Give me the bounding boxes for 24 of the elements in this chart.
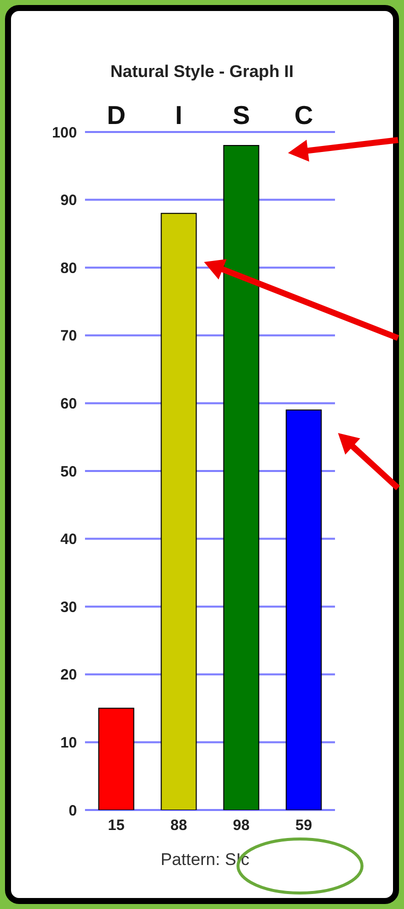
y-tick-label: 30 [60,598,77,616]
bar [223,145,260,810]
y-tick-label: 40 [60,531,77,548]
x-tick-label: S [232,100,250,130]
bar [98,708,134,810]
y-tick-label: 90 [60,192,77,210]
chart-title: Natural Style - Graph II [109,62,295,82]
y-tick-label: 100 [52,124,77,142]
y-tick-label: 60 [60,396,77,413]
y-tick-label: 70 [60,328,77,345]
bar [286,409,322,810]
bar [160,212,197,810]
data-label: 15 [108,817,125,834]
x-tick-label: D [106,100,126,130]
y-tick-label: 80 [60,260,77,277]
x-tick-label: C [294,100,314,130]
x-tick-label: I [175,100,182,130]
data-label: 88 [170,817,188,834]
data-label: 98 [232,817,250,834]
y-tick-label: 50 [60,463,77,480]
y-tick-label: 20 [60,666,77,684]
data-label: 59 [295,817,312,834]
y-tick-label: 0 [68,802,77,820]
y-tick-label: 10 [60,734,77,752]
